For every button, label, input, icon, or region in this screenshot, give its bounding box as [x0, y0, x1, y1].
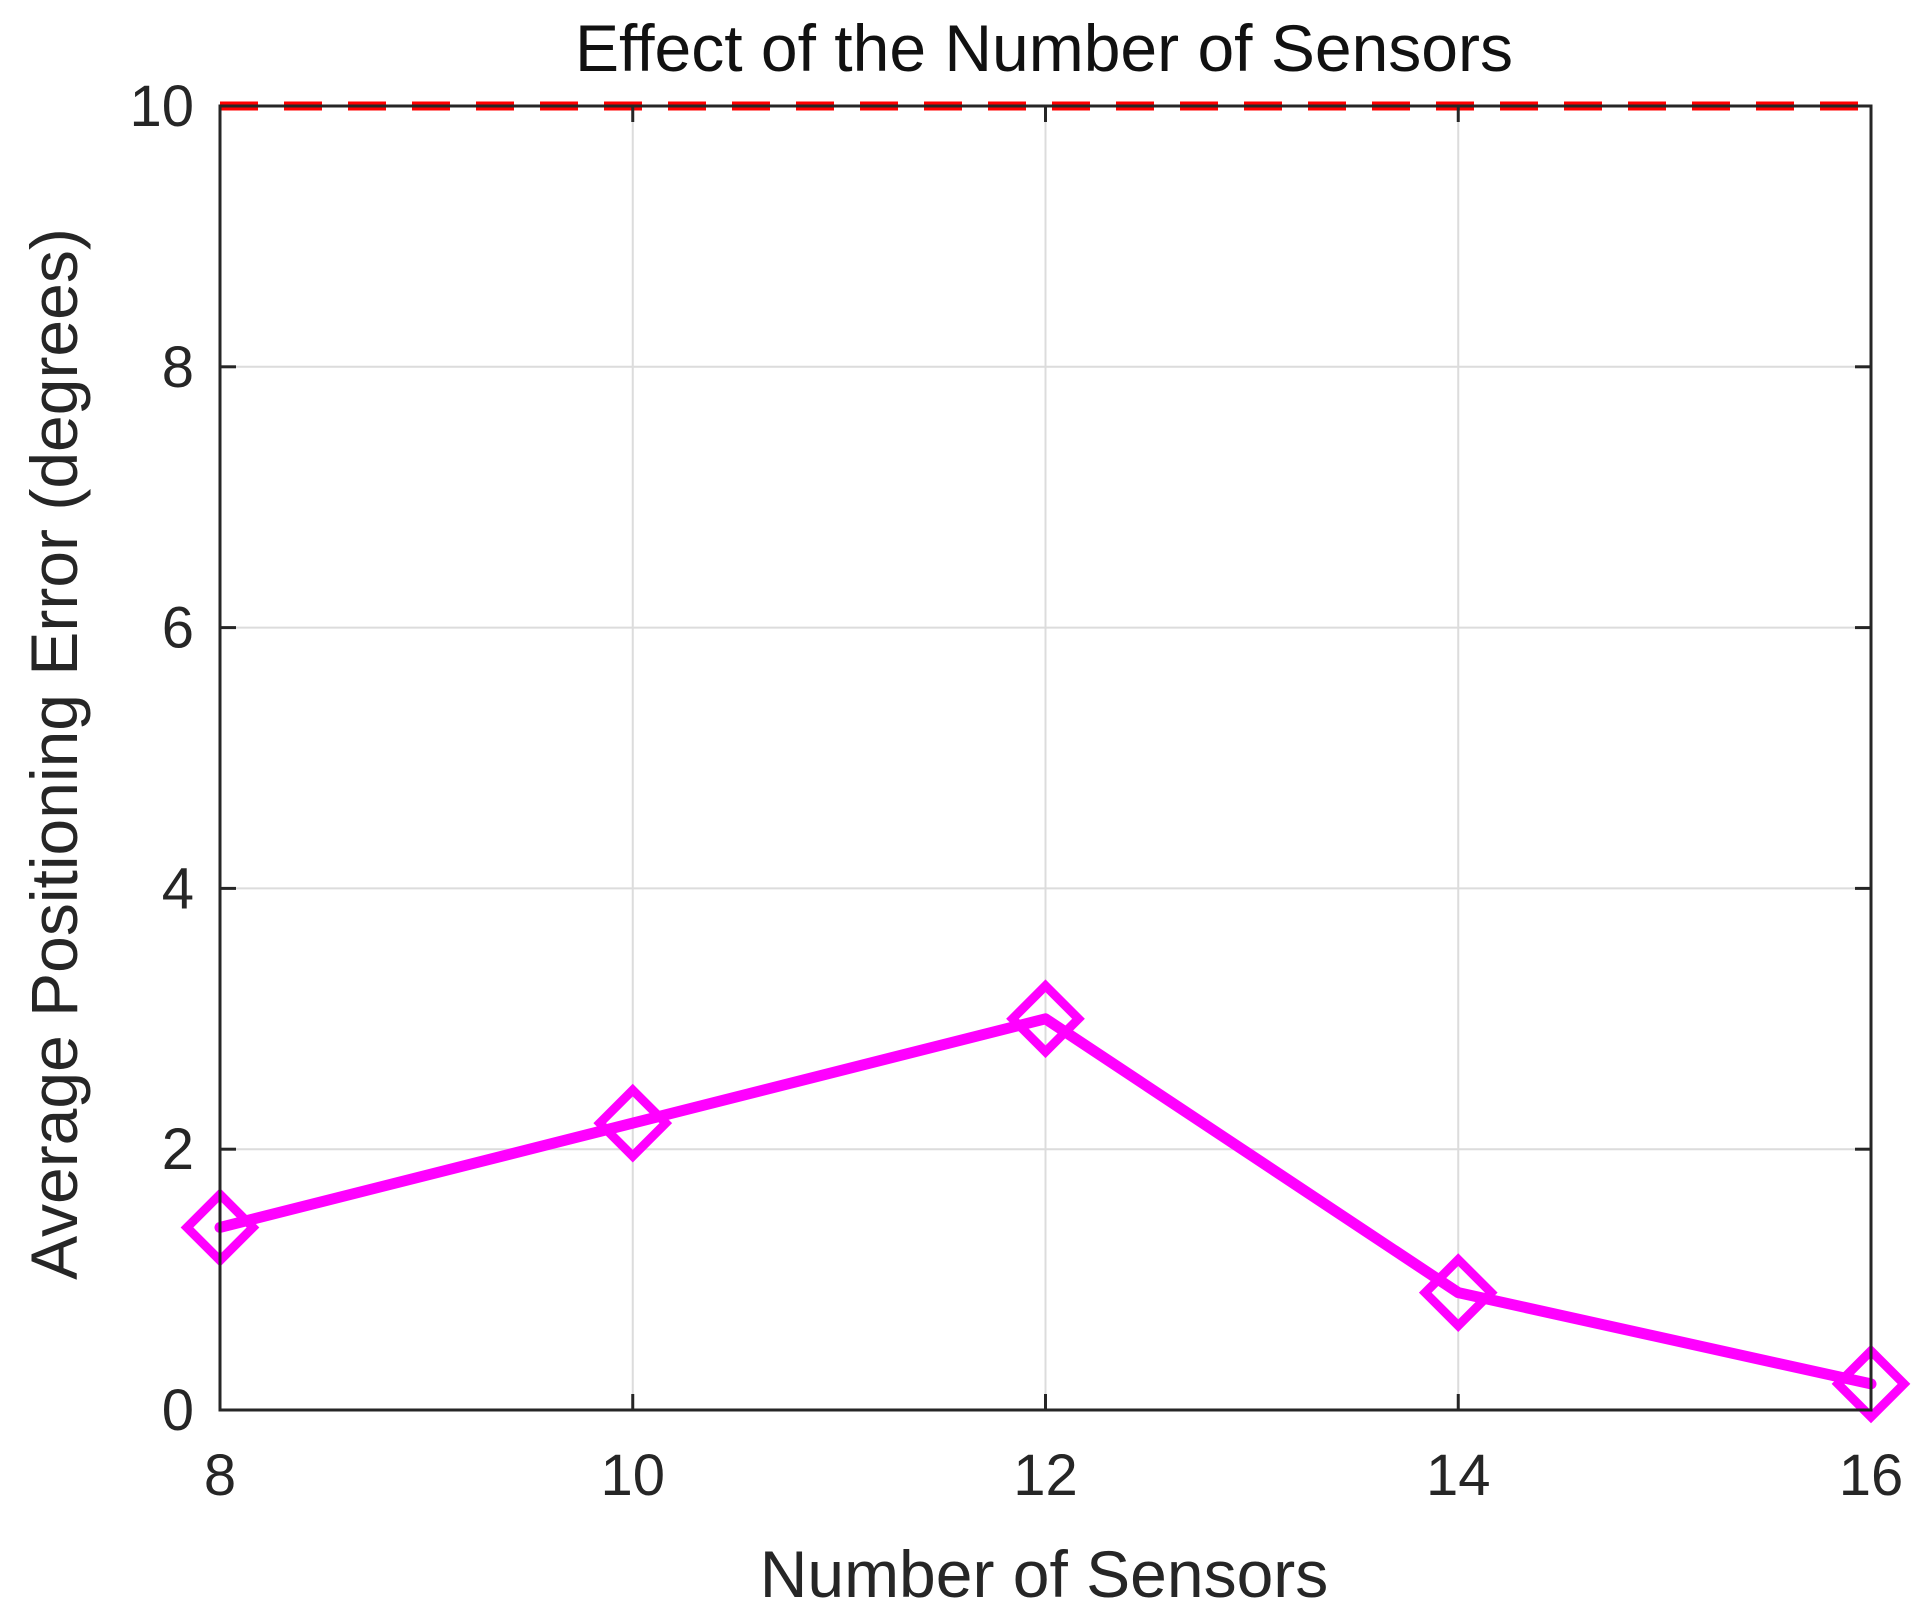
- chart-title: Effect of the Number of Sensors: [575, 11, 1513, 85]
- y-tick-label: 6: [162, 596, 194, 661]
- y-tick-label: 4: [162, 856, 194, 921]
- x-axis-label: Number of Sensors: [760, 1537, 1329, 1611]
- y-tick-label: 8: [162, 335, 194, 400]
- y-tick-label: 0: [162, 1378, 194, 1443]
- x-tick-label: 16: [1839, 1443, 1904, 1508]
- x-tick-label: 10: [600, 1443, 665, 1508]
- data-point-marker: [1831, 1344, 1911, 1424]
- y-tick-label: 10: [129, 74, 194, 139]
- y-axis-label: Average Positioning Error (degrees): [17, 228, 91, 1280]
- axis-ticks: 8 10 12 14 16 0 2 4 6 8 10: [129, 74, 1903, 1508]
- series-line: [214, 1013, 1877, 1390]
- x-tick-label: 8: [204, 1443, 236, 1508]
- x-tick-label: 14: [1426, 1443, 1491, 1508]
- data-point-marker: [593, 1083, 673, 1163]
- data-point-marker: [1006, 979, 1085, 1059]
- data-point-marker: [1418, 1253, 1498, 1333]
- y-tick-label: 2: [162, 1117, 194, 1182]
- x-tick-label: 12: [1013, 1443, 1078, 1508]
